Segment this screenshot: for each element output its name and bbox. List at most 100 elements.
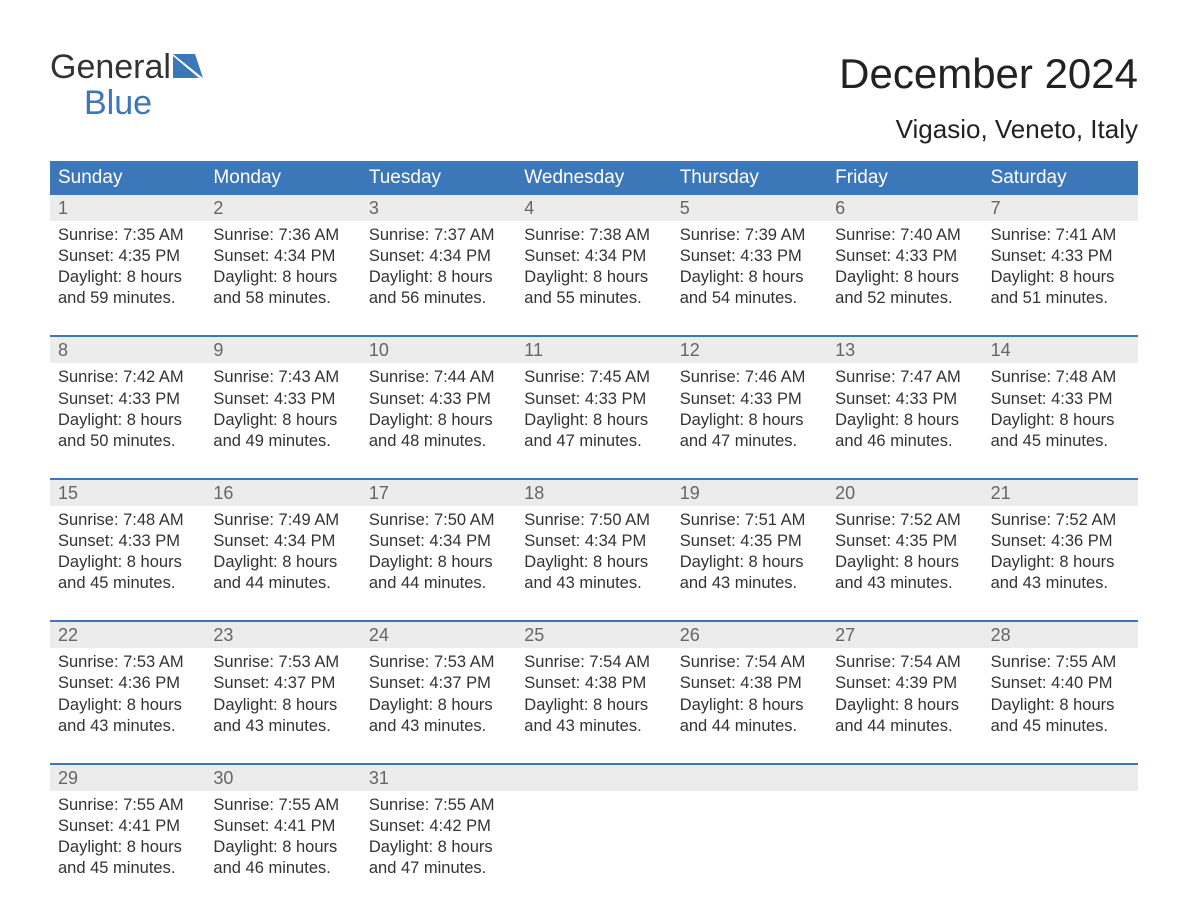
sunset-text: Sunset: 4:41 PM	[213, 816, 352, 837]
sunset-text: Sunset: 4:33 PM	[58, 389, 197, 410]
daylight-text-2: and 51 minutes.	[991, 288, 1130, 309]
logo-mark-icon	[173, 50, 203, 86]
sunset-text: Sunset: 4:34 PM	[369, 531, 508, 552]
sunset-text: Sunset: 4:33 PM	[680, 389, 819, 410]
sunrise-text: Sunrise: 7:53 AM	[369, 652, 508, 673]
daylight-text-1: Daylight: 8 hours	[680, 552, 819, 573]
sunset-text: Sunset: 4:33 PM	[835, 246, 974, 267]
sunrise-text: Sunrise: 7:38 AM	[524, 225, 663, 246]
calendar-week: 891011121314Sunrise: 7:42 AMSunset: 4:33…	[50, 335, 1138, 465]
day-number: 31	[361, 765, 516, 791]
sunrise-text: Sunrise: 7:45 AM	[524, 367, 663, 388]
day-cell: Sunrise: 7:54 AMSunset: 4:39 PMDaylight:…	[827, 648, 982, 750]
sunrise-text: Sunrise: 7:48 AM	[991, 367, 1130, 388]
daylight-text-2: and 44 minutes.	[213, 573, 352, 594]
day-number: 4	[516, 195, 671, 221]
sunrise-text: Sunrise: 7:54 AM	[680, 652, 819, 673]
day-number: 28	[983, 622, 1138, 648]
calendar-week: 22232425262728Sunrise: 7:53 AMSunset: 4:…	[50, 620, 1138, 750]
daylight-text-2: and 45 minutes.	[991, 716, 1130, 737]
day-cell: Sunrise: 7:43 AMSunset: 4:33 PMDaylight:…	[205, 363, 360, 465]
daylight-text-2: and 44 minutes.	[369, 573, 508, 594]
sunrise-text: Sunrise: 7:55 AM	[991, 652, 1130, 673]
daylight-text-2: and 59 minutes.	[58, 288, 197, 309]
daylight-text-1: Daylight: 8 hours	[58, 837, 197, 858]
daylight-text-1: Daylight: 8 hours	[58, 552, 197, 573]
day-number: 2	[205, 195, 360, 221]
daylight-text-1: Daylight: 8 hours	[369, 552, 508, 573]
page-title: December 2024	[839, 50, 1138, 98]
location: Vigasio, Veneto, Italy	[839, 114, 1138, 145]
day-cell: Sunrise: 7:47 AMSunset: 4:33 PMDaylight:…	[827, 363, 982, 465]
day-number-row: 1234567	[50, 195, 1138, 221]
day-cell: Sunrise: 7:49 AMSunset: 4:34 PMDaylight:…	[205, 506, 360, 608]
sunrise-text: Sunrise: 7:50 AM	[369, 510, 508, 531]
day-number: 5	[672, 195, 827, 221]
day-cell: Sunrise: 7:48 AMSunset: 4:33 PMDaylight:…	[50, 506, 205, 608]
sunrise-text: Sunrise: 7:41 AM	[991, 225, 1130, 246]
logo-word-2: Blue	[84, 86, 203, 122]
sunrise-text: Sunrise: 7:50 AM	[524, 510, 663, 531]
day-number: 17	[361, 480, 516, 506]
sunset-text: Sunset: 4:34 PM	[213, 531, 352, 552]
day-cell: Sunrise: 7:35 AMSunset: 4:35 PMDaylight:…	[50, 221, 205, 323]
logo-word-1: General	[50, 50, 171, 86]
daylight-text-2: and 44 minutes.	[680, 716, 819, 737]
day-cell: Sunrise: 7:45 AMSunset: 4:33 PMDaylight:…	[516, 363, 671, 465]
sunrise-text: Sunrise: 7:52 AM	[991, 510, 1130, 531]
day-cell: Sunrise: 7:38 AMSunset: 4:34 PMDaylight:…	[516, 221, 671, 323]
day-number: 27	[827, 622, 982, 648]
daylight-text-1: Daylight: 8 hours	[524, 410, 663, 431]
day-number: 14	[983, 337, 1138, 363]
day-cell: Sunrise: 7:52 AMSunset: 4:36 PMDaylight:…	[983, 506, 1138, 608]
day-number: 22	[50, 622, 205, 648]
day-cell: Sunrise: 7:55 AMSunset: 4:42 PMDaylight:…	[361, 791, 516, 893]
day-cell: Sunrise: 7:36 AMSunset: 4:34 PMDaylight:…	[205, 221, 360, 323]
daylight-text-2: and 43 minutes.	[58, 716, 197, 737]
daylight-text-2: and 52 minutes.	[835, 288, 974, 309]
day-cell: Sunrise: 7:52 AMSunset: 4:35 PMDaylight:…	[827, 506, 982, 608]
daylight-text-2: and 55 minutes.	[524, 288, 663, 309]
daylight-text-1: Daylight: 8 hours	[213, 695, 352, 716]
daylight-text-1: Daylight: 8 hours	[369, 410, 508, 431]
day-number: 6	[827, 195, 982, 221]
sunset-text: Sunset: 4:33 PM	[991, 246, 1130, 267]
daylight-text-1: Daylight: 8 hours	[369, 837, 508, 858]
calendar-week: 293031Sunrise: 7:55 AMSunset: 4:41 PMDay…	[50, 763, 1138, 893]
sunset-text: Sunset: 4:33 PM	[369, 389, 508, 410]
day-cell: Sunrise: 7:50 AMSunset: 4:34 PMDaylight:…	[361, 506, 516, 608]
sunset-text: Sunset: 4:36 PM	[58, 673, 197, 694]
sunset-text: Sunset: 4:36 PM	[991, 531, 1130, 552]
sunset-text: Sunset: 4:35 PM	[58, 246, 197, 267]
sunset-text: Sunset: 4:42 PM	[369, 816, 508, 837]
sunset-text: Sunset: 4:40 PM	[991, 673, 1130, 694]
day-number: 18	[516, 480, 671, 506]
daylight-text-1: Daylight: 8 hours	[369, 695, 508, 716]
daylight-text-1: Daylight: 8 hours	[680, 695, 819, 716]
sunrise-text: Sunrise: 7:49 AM	[213, 510, 352, 531]
day-cell: Sunrise: 7:46 AMSunset: 4:33 PMDaylight:…	[672, 363, 827, 465]
sunset-text: Sunset: 4:35 PM	[835, 531, 974, 552]
day-number-row: 15161718192021	[50, 480, 1138, 506]
day-number: 24	[361, 622, 516, 648]
daylight-text-1: Daylight: 8 hours	[835, 267, 974, 288]
daylight-text-2: and 45 minutes.	[58, 858, 197, 879]
sunset-text: Sunset: 4:33 PM	[213, 389, 352, 410]
daylight-text-1: Daylight: 8 hours	[369, 267, 508, 288]
daylight-text-2: and 43 minutes.	[680, 573, 819, 594]
sunset-text: Sunset: 4:38 PM	[524, 673, 663, 694]
daylight-text-2: and 43 minutes.	[524, 573, 663, 594]
sunset-text: Sunset: 4:39 PM	[835, 673, 974, 694]
daylight-text-1: Daylight: 8 hours	[835, 410, 974, 431]
daylight-text-2: and 43 minutes.	[524, 716, 663, 737]
sunrise-text: Sunrise: 7:40 AM	[835, 225, 974, 246]
daylight-text-2: and 47 minutes.	[369, 858, 508, 879]
day-number: 30	[205, 765, 360, 791]
day-number: 15	[50, 480, 205, 506]
sunset-text: Sunset: 4:33 PM	[835, 389, 974, 410]
day-cell: Sunrise: 7:55 AMSunset: 4:41 PMDaylight:…	[205, 791, 360, 893]
daylight-text-1: Daylight: 8 hours	[835, 695, 974, 716]
day-cell: Sunrise: 7:54 AMSunset: 4:38 PMDaylight:…	[672, 648, 827, 750]
day-cell: Sunrise: 7:53 AMSunset: 4:37 PMDaylight:…	[361, 648, 516, 750]
day-cell: Sunrise: 7:53 AMSunset: 4:36 PMDaylight:…	[50, 648, 205, 750]
